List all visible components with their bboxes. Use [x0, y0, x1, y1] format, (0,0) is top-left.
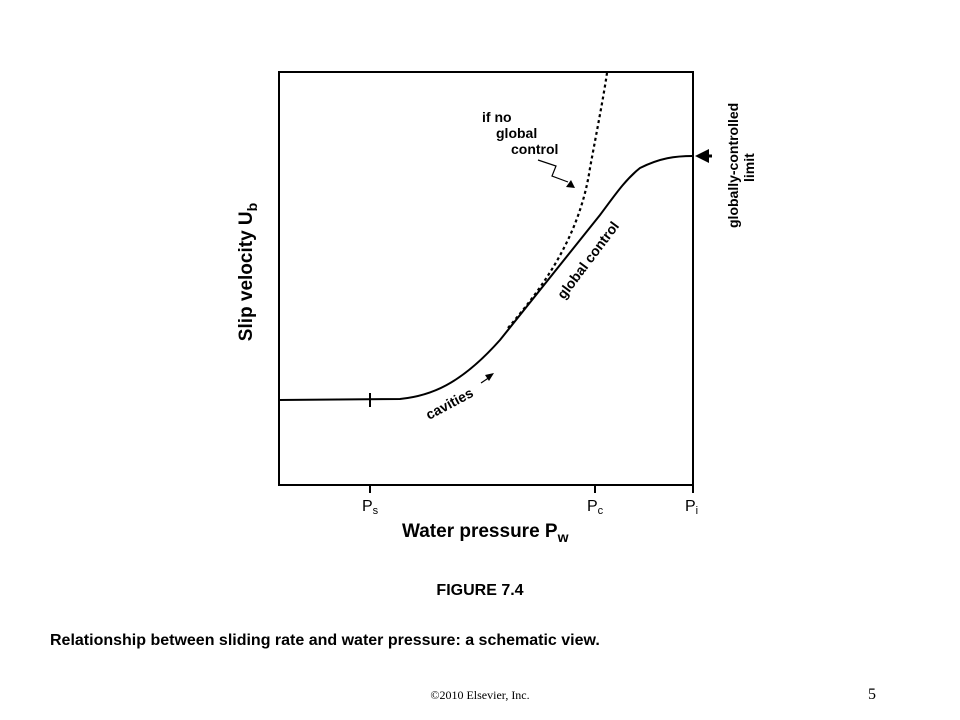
if-no-pointer: [537, 159, 569, 183]
x-tick-label-c: Pc: [587, 498, 604, 517]
x-axis-label: Water pressure Pw: [402, 521, 569, 545]
no-global-control-curve: [507, 72, 609, 329]
figure-label: FIGURE 7.4: [436, 582, 524, 599]
x-axis-ticks: Ps Pc Pi: [362, 485, 698, 517]
y-axis-label: Slip velocity Ub: [236, 203, 260, 341]
limit-label-line2: limit: [741, 153, 757, 182]
if-no-label-line1: if no: [482, 109, 512, 125]
x-tick-label-s: Ps: [362, 498, 379, 517]
y-axis-label-sub: b: [244, 203, 260, 212]
limit-label-line1: globally-controlled: [725, 103, 741, 228]
global-control-curve: [278, 155, 694, 401]
if-no-label-line3: control: [511, 141, 558, 157]
figure-caption: Relationship between sliding rate and wa…: [50, 632, 600, 649]
plot-frame: [278, 71, 694, 486]
copyright-notice: ©2010 Elsevier, Inc.: [430, 688, 530, 702]
limit-arrowhead: [695, 149, 709, 163]
cavities-arrowhead: [485, 373, 494, 381]
x-axis-label-sub: w: [557, 529, 569, 545]
if-no-label-line2: global: [496, 125, 537, 141]
cavities-label: cavities: [423, 384, 476, 422]
y-axis-label-main: Slip velocity U: [236, 211, 257, 341]
x-axis-label-main: Water pressure P: [402, 521, 558, 542]
page-number: 5: [868, 686, 876, 703]
if-no-arrowhead: [566, 180, 575, 188]
x-tick-label-i: Pi: [685, 498, 698, 517]
